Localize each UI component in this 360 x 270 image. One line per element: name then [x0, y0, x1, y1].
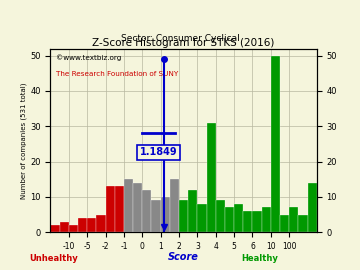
Bar — [207, 123, 216, 232]
Bar — [262, 207, 271, 232]
Text: The Research Foundation of SUNY: The Research Foundation of SUNY — [56, 71, 178, 77]
Title: Z-Score Histogram for STKS (2016): Z-Score Histogram for STKS (2016) — [93, 38, 275, 48]
Bar — [124, 179, 133, 232]
Bar — [179, 200, 188, 232]
X-axis label: Score: Score — [168, 252, 199, 262]
Bar — [32, 225, 41, 232]
Bar — [188, 190, 197, 232]
Bar — [4, 222, 14, 232]
Bar — [115, 186, 124, 232]
Bar — [105, 186, 115, 232]
Y-axis label: Number of companies (531 total): Number of companies (531 total) — [21, 82, 27, 199]
Bar — [170, 179, 179, 232]
Bar — [307, 183, 317, 232]
Bar — [78, 218, 87, 232]
Bar — [271, 56, 280, 232]
Bar — [23, 225, 32, 232]
Bar — [50, 225, 60, 232]
Bar — [87, 218, 96, 232]
Bar — [69, 225, 78, 232]
Bar — [225, 207, 234, 232]
Text: Sector: Consumer Cyclical: Sector: Consumer Cyclical — [121, 34, 239, 43]
Bar — [252, 211, 262, 232]
Bar — [197, 204, 207, 232]
Bar — [161, 197, 170, 232]
Bar — [298, 215, 307, 232]
Bar — [60, 222, 69, 232]
Bar — [152, 200, 161, 232]
Text: 1.1849: 1.1849 — [140, 147, 177, 157]
Text: Unhealthy: Unhealthy — [30, 254, 78, 263]
Bar — [289, 207, 298, 232]
Bar — [133, 183, 142, 232]
Bar — [96, 215, 105, 232]
Bar — [243, 211, 252, 232]
Text: Healthy: Healthy — [241, 254, 278, 263]
Bar — [142, 190, 152, 232]
Bar — [216, 200, 225, 232]
Bar — [280, 215, 289, 232]
Text: ©www.textbiz.org: ©www.textbiz.org — [56, 54, 121, 61]
Bar — [234, 204, 243, 232]
Bar — [41, 229, 50, 232]
